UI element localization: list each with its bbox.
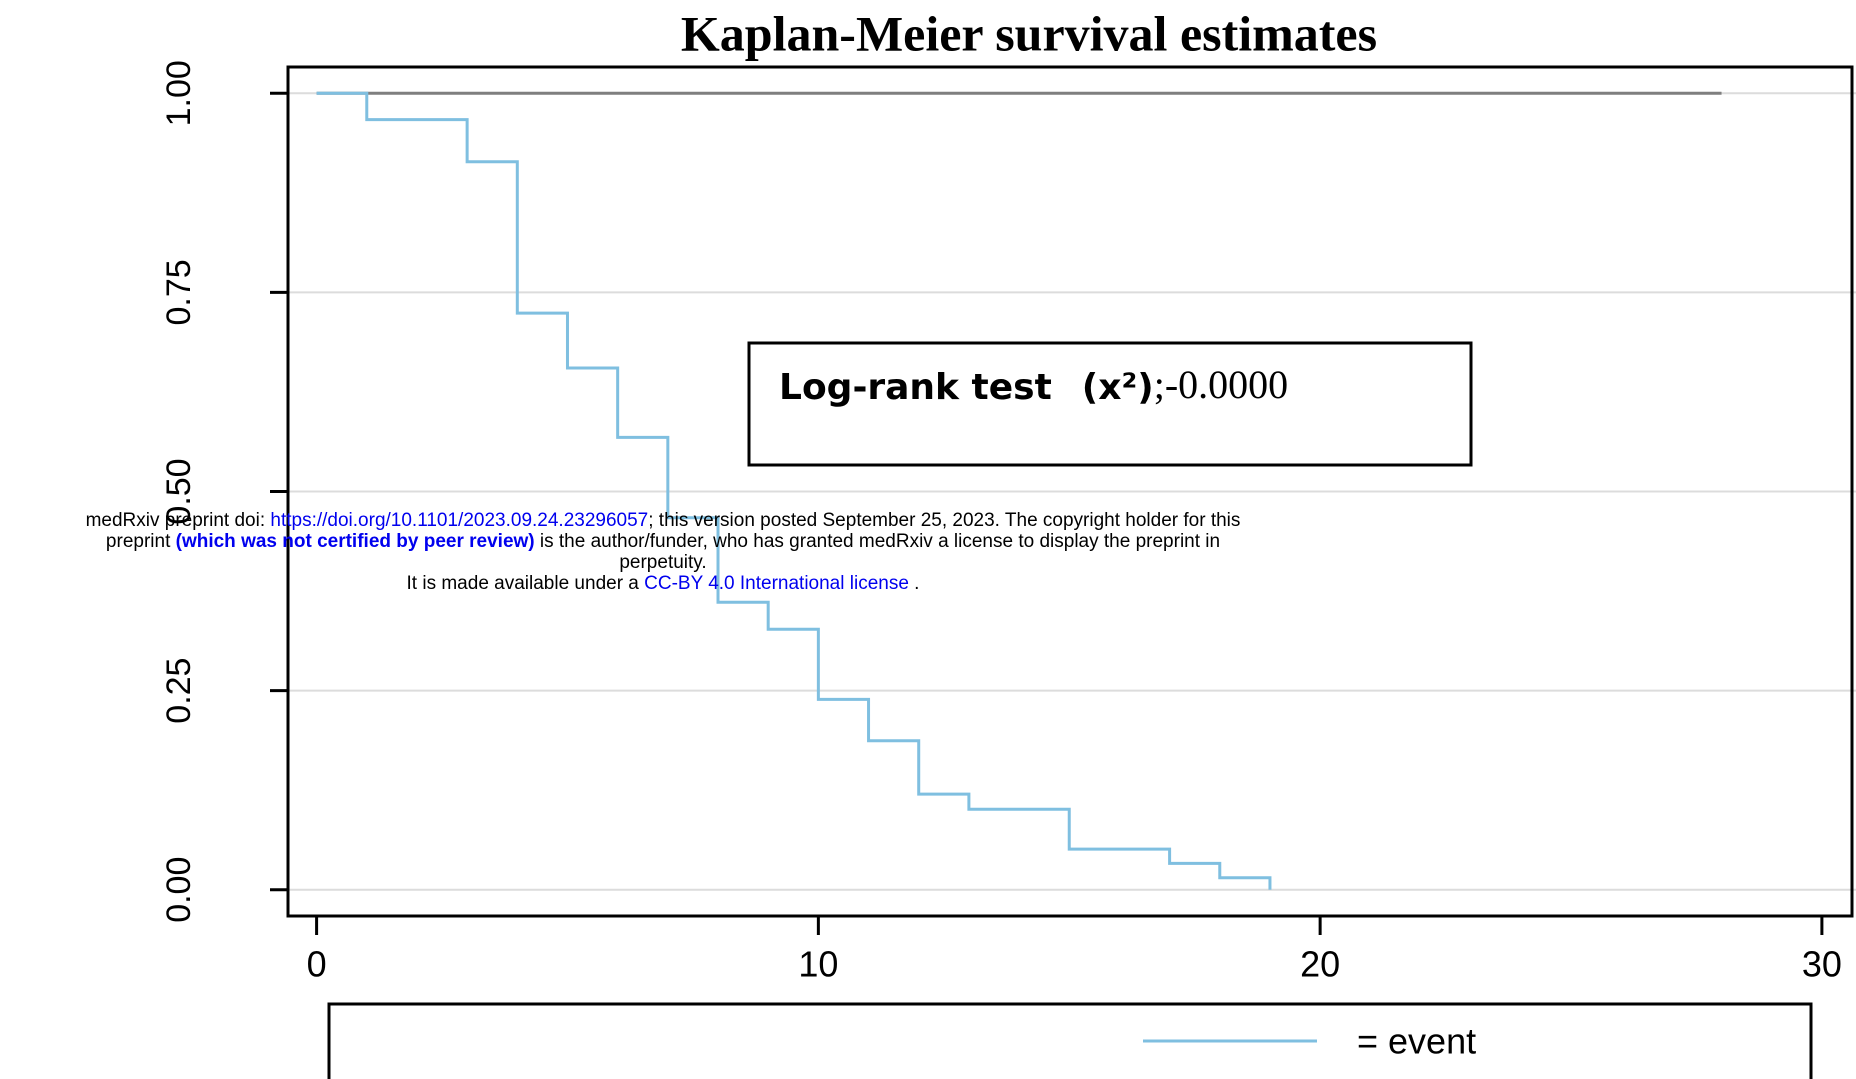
x-tick-label: 0 bbox=[307, 944, 327, 985]
link[interactable]: https://doi.org/10.1101/2023.09.24.23296… bbox=[270, 510, 649, 531]
text: is the author/funder, who has granted me… bbox=[534, 531, 1221, 552]
x-tick-label: 10 bbox=[798, 944, 838, 985]
text: . bbox=[908, 573, 920, 594]
annotation: Log-rank test (x²);-0.0000 bbox=[779, 362, 1288, 408]
annotation-value: ;-0.0000 bbox=[1154, 362, 1288, 407]
text: preprint bbox=[105, 531, 176, 552]
watermark-line: preprint (which was not certified by pee… bbox=[0, 531, 1326, 552]
legend-label: = event bbox=[1357, 1021, 1476, 1062]
annotation-label: Log-rank test bbox=[779, 367, 1052, 408]
annotation-box bbox=[747, 341, 1473, 467]
annotation-stat: (x²) bbox=[1082, 367, 1154, 408]
chart-title: Kaplan-Meier survival estimates bbox=[681, 5, 1377, 61]
watermark-line: medRxiv preprint doi: https://doi.org/10… bbox=[0, 510, 1326, 531]
plot-frame bbox=[286, 65, 1854, 918]
link[interactable]: CC-BY 4.0 International license bbox=[644, 573, 909, 594]
bold-text: (which was not certified by peer review) bbox=[175, 531, 535, 552]
y-tick-label: 0.75 bbox=[160, 259, 198, 325]
watermark-line: It is made available under a CC-BY 4.0 I… bbox=[0, 573, 1326, 594]
y-tick-label: 1.00 bbox=[160, 60, 198, 126]
x-tick-label: 20 bbox=[1300, 944, 1340, 985]
y-tick-label: 0.00 bbox=[160, 857, 198, 923]
y-tick-label: 0.50 bbox=[160, 458, 198, 524]
text: ; this version posted September 25, 2023… bbox=[648, 510, 1241, 531]
text: medRxiv preprint doi: bbox=[85, 510, 271, 531]
series-line bbox=[316, 91, 1272, 890]
x-tick-label: 30 bbox=[1802, 944, 1842, 985]
watermark: medRxiv preprint doi: https://doi.org/10… bbox=[0, 510, 1326, 594]
watermark-line: perpetuity. bbox=[619, 552, 707, 573]
text: It is made available under a bbox=[406, 573, 645, 594]
y-tick-label: 0.25 bbox=[160, 658, 198, 724]
legend-box bbox=[327, 1002, 1813, 1079]
